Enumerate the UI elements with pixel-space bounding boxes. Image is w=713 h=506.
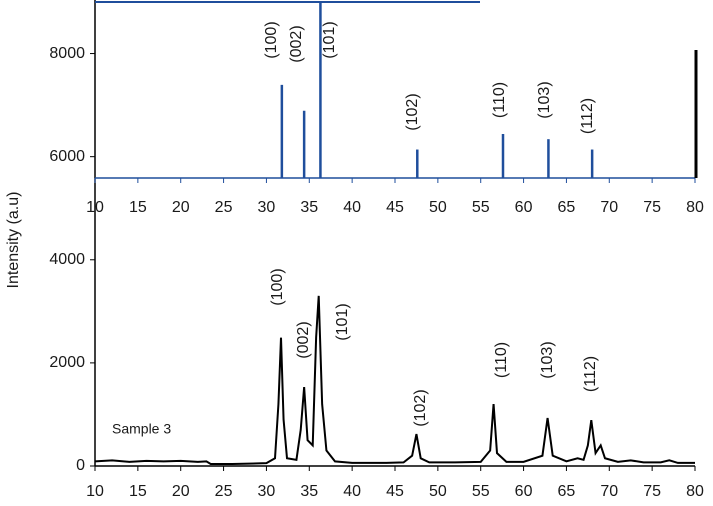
x-tick-label: 80 — [686, 483, 704, 500]
x-tick-label: 25 — [215, 483, 233, 500]
data-line — [94, 295, 695, 465]
x-tick-label: 25 — [215, 199, 233, 216]
legend-label: Sample 3 — [112, 421, 171, 437]
x-tick-label: 70 — [600, 483, 618, 500]
peak-label: (100) — [263, 21, 280, 58]
x-tick-label: 70 — [600, 199, 618, 216]
x-tick-label: 75 — [643, 199, 661, 216]
y-tick-label: 0 — [76, 457, 85, 474]
x-tick-label: 60 — [515, 199, 533, 216]
x-tick-label: 35 — [300, 199, 318, 216]
x-tick-label: 10 — [86, 199, 104, 216]
peak-label: (002) — [288, 25, 305, 62]
x-tick-label: 15 — [129, 483, 147, 500]
x-tick-label: 50 — [429, 199, 447, 216]
x-tick-label: 10 — [86, 483, 104, 500]
x-tick-label: 50 — [429, 483, 447, 500]
x-tick-label: 45 — [386, 483, 404, 500]
peak-label: (110) — [491, 82, 508, 118]
peak-label: (102) — [412, 389, 429, 426]
x-tick-label: 20 — [172, 199, 190, 216]
x-tick-label: 30 — [258, 483, 276, 500]
x-tick-label: 40 — [343, 483, 361, 500]
x-tick-label: 30 — [258, 199, 276, 216]
peak-label: (101) — [321, 21, 338, 58]
x-tick-label: 75 — [643, 483, 661, 500]
peak-label: (103) — [536, 81, 553, 118]
x-tick-label: 45 — [386, 199, 404, 216]
x-tick-label: 80 — [686, 199, 704, 216]
peak-label: (100) — [269, 268, 286, 305]
x-tick-label: 60 — [515, 483, 533, 500]
x-tick-label: 65 — [558, 483, 576, 500]
peak-label: (002) — [295, 321, 312, 358]
y-axis-label: Intensity (a.u) — [5, 192, 22, 289]
x-tick-label: 20 — [172, 483, 190, 500]
y-tick-label: 2000 — [49, 354, 85, 371]
x-tick-label: 40 — [343, 199, 361, 216]
y-tick-label: 8000 — [49, 45, 85, 62]
x-tick-label: 55 — [472, 199, 490, 216]
peak-label: (101) — [334, 303, 351, 340]
x-tick-label: 35 — [300, 483, 318, 500]
peak-label: (112) — [579, 98, 596, 134]
x-tick-label: 65 — [558, 199, 576, 216]
peak-label: (110) — [493, 342, 510, 378]
x-tick-label: 15 — [129, 199, 147, 216]
peak-label: (102) — [404, 93, 421, 130]
peak-label: (103) — [539, 341, 556, 378]
y-tick-label: 4000 — [49, 251, 85, 268]
y-tick-label: 6000 — [49, 148, 85, 165]
x-tick-label: 55 — [472, 483, 490, 500]
peak-label: (112) — [582, 356, 599, 392]
